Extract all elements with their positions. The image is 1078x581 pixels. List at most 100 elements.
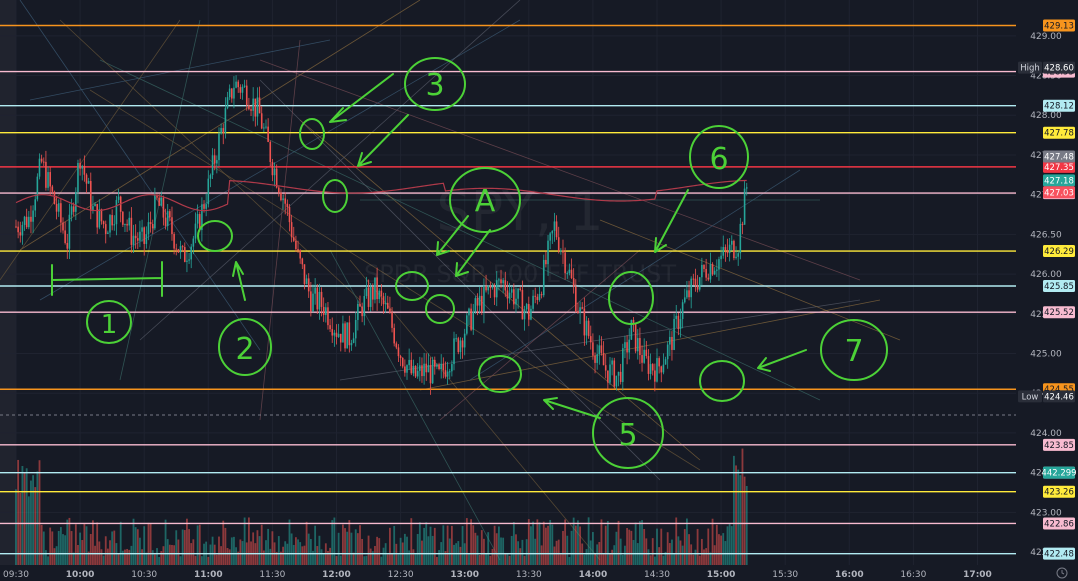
candle-body — [111, 215, 113, 226]
candle-body — [508, 292, 511, 299]
volume-bar — [209, 544, 212, 565]
price-tick-label: 426.00 — [1030, 270, 1062, 280]
volume-bar — [521, 539, 524, 565]
volume-bar — [673, 553, 675, 565]
candle-body — [448, 371, 451, 373]
candle-body — [741, 223, 744, 225]
volume-bar — [692, 554, 695, 565]
volume-bar — [442, 525, 445, 565]
candle-body — [457, 338, 460, 353]
candle-body — [611, 360, 613, 365]
candle-body — [166, 211, 169, 226]
volume-bar — [382, 547, 385, 565]
volume-bar — [277, 536, 280, 565]
candle-body — [713, 270, 716, 275]
volume-bar — [562, 530, 564, 565]
candle-body — [701, 264, 703, 278]
candle-body — [156, 195, 158, 198]
volume-bar — [634, 522, 637, 565]
candle-body — [136, 238, 139, 241]
volume-bar — [538, 522, 541, 565]
trendline — [439, 249, 641, 421]
candle-body — [553, 221, 556, 231]
volume-bar — [301, 546, 304, 565]
candle-body — [342, 323, 344, 343]
price-tag — [1043, 547, 1075, 560]
candle-body — [361, 306, 363, 317]
candle-body — [532, 295, 534, 309]
volume-bar — [128, 549, 131, 565]
candle-body — [177, 249, 180, 253]
price-tag-prefix: High — [1020, 64, 1040, 74]
volume-bar — [728, 523, 731, 565]
volume-bar — [585, 549, 588, 565]
volume-bar — [515, 534, 517, 565]
candle-body — [408, 359, 410, 366]
volume-bar — [536, 519, 539, 565]
volume-bar — [361, 538, 364, 565]
volume-bar — [70, 531, 73, 565]
candle-body — [485, 285, 487, 291]
candle-body — [386, 302, 389, 309]
volume-bar — [564, 519, 567, 565]
candle-body — [500, 279, 502, 284]
volume-bar — [544, 527, 547, 565]
horizontal-levels[interactable] — [0, 24, 1016, 555]
circle-annotation — [425, 294, 455, 324]
volume-bar — [493, 525, 496, 565]
timezone-icon[interactable] — [1056, 567, 1068, 579]
price-tag-prefix: Low — [1022, 392, 1039, 402]
volume-bar — [506, 554, 509, 565]
time-axis-panel[interactable] — [0, 565, 1078, 581]
marker-5-label: 5 — [618, 418, 637, 453]
candle-body — [62, 222, 64, 231]
volume-bar — [327, 551, 329, 565]
volume-bar — [233, 536, 235, 565]
candle-body — [322, 306, 325, 316]
volume-bar — [352, 552, 355, 565]
candle-body — [474, 298, 477, 312]
volume-bar — [34, 487, 37, 565]
candle-body — [96, 204, 98, 228]
volume-bar — [427, 536, 430, 565]
volume-bar — [329, 547, 331, 565]
candle-body — [231, 88, 233, 99]
candle-body — [389, 308, 391, 313]
candle-body — [297, 249, 299, 251]
volume-bar — [679, 540, 682, 565]
time-tick-label: 16:30 — [900, 570, 926, 580]
trendline — [19, 0, 421, 251]
volume-bar — [228, 549, 231, 565]
candle-body — [286, 203, 289, 208]
volume-bar — [596, 544, 599, 565]
candle-body — [141, 227, 143, 232]
volume-bar — [275, 552, 278, 565]
volume-bar — [132, 518, 135, 565]
volume-bar — [215, 554, 218, 565]
marker-7-circle — [820, 319, 888, 381]
candle-body — [284, 198, 287, 204]
price-tag — [1043, 245, 1075, 258]
candle-body — [339, 333, 342, 343]
volume-bar — [68, 517, 71, 565]
candle-body — [444, 370, 447, 377]
volume-bar — [718, 534, 720, 565]
volume-bar — [525, 539, 528, 565]
marker-6-circle — [689, 125, 749, 189]
marker-3-circle — [404, 57, 466, 111]
volume-bar — [414, 554, 417, 565]
candle-body — [504, 280, 507, 291]
candle-body — [104, 224, 107, 234]
volume-bar — [77, 544, 79, 565]
candle-body — [472, 311, 475, 330]
price-tag-label: 442.299 — [1041, 469, 1076, 479]
candle-body — [122, 211, 124, 225]
price-tag-label: 427.48 — [1044, 153, 1074, 163]
volume-bar — [696, 528, 699, 565]
volume-bar — [62, 534, 64, 565]
candle-body — [354, 319, 357, 339]
volume-bar — [444, 551, 447, 565]
volume-bar — [113, 530, 116, 565]
time-axis[interactable]: 09:30 10:00 10:30 11:00 11:30 12:00 12:30 13:00… — [3, 570, 992, 580]
